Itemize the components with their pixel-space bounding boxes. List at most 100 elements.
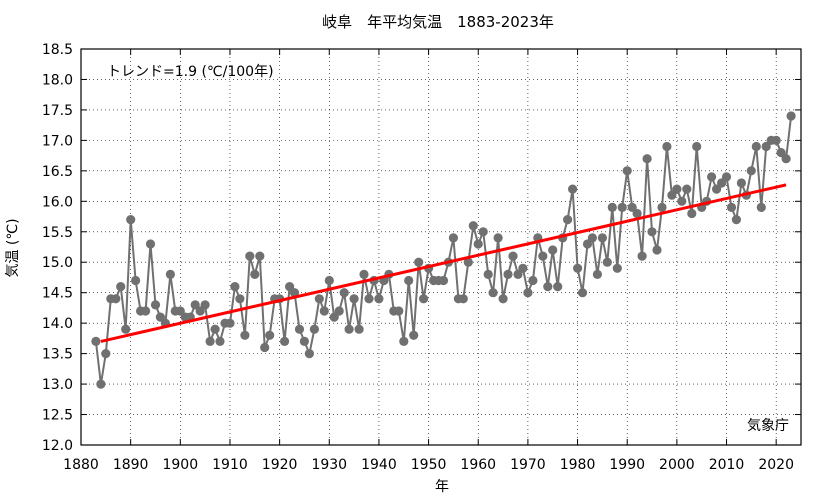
y-tick-label: 18.5 bbox=[42, 42, 73, 58]
data-point bbox=[101, 349, 111, 359]
data-point bbox=[289, 288, 300, 298]
data-point bbox=[399, 336, 409, 346]
data-point bbox=[285, 282, 295, 292]
data-point bbox=[756, 202, 766, 212]
data-point bbox=[354, 324, 364, 334]
x-tick-label: 1930 bbox=[311, 457, 347, 473]
data-point bbox=[632, 208, 642, 219]
plot-frame bbox=[80, 48, 802, 446]
data-point bbox=[324, 275, 334, 286]
data-points bbox=[91, 111, 796, 389]
series bbox=[94, 115, 793, 385]
y-tick-label: 13.0 bbox=[42, 377, 73, 393]
data-point bbox=[736, 178, 747, 188]
x-tick-label: 1970 bbox=[510, 457, 546, 473]
y-tick-label: 14.0 bbox=[42, 316, 73, 332]
data-point bbox=[612, 263, 622, 273]
data-point bbox=[165, 269, 175, 279]
data-point bbox=[329, 312, 339, 322]
data-point bbox=[438, 275, 449, 286]
data-point bbox=[647, 227, 657, 237]
grid bbox=[80, 48, 801, 446]
data-point bbox=[667, 190, 677, 200]
data-point bbox=[230, 282, 240, 292]
y-tick-label: 12.5 bbox=[42, 408, 73, 424]
data-point bbox=[587, 233, 598, 243]
y-tick-label: 13.5 bbox=[42, 347, 73, 363]
data-point bbox=[111, 294, 121, 304]
x-tick-label: 1950 bbox=[411, 457, 447, 473]
data-point bbox=[96, 379, 106, 389]
x-axis-label: 年 bbox=[435, 479, 449, 495]
data-point bbox=[339, 288, 349, 298]
data-point bbox=[409, 330, 419, 340]
data-point bbox=[721, 172, 732, 182]
data-point bbox=[478, 227, 488, 237]
data-point bbox=[419, 294, 429, 304]
data-point bbox=[493, 233, 503, 243]
data-point bbox=[568, 184, 578, 194]
data-point bbox=[687, 208, 697, 219]
x-tick-label: 1880 bbox=[63, 457, 99, 473]
data-point bbox=[751, 141, 761, 152]
trend-line bbox=[100, 183, 787, 343]
data-point bbox=[652, 245, 662, 255]
data-point bbox=[126, 215, 136, 225]
data-point bbox=[404, 275, 414, 286]
data-point bbox=[414, 257, 424, 267]
data-point bbox=[200, 300, 210, 310]
series-line bbox=[94, 115, 793, 385]
data-point bbox=[299, 336, 309, 346]
data-point bbox=[309, 324, 319, 334]
data-point bbox=[503, 269, 513, 279]
data-point bbox=[175, 306, 185, 316]
data-point bbox=[682, 184, 692, 194]
x-tick-label: 2010 bbox=[709, 457, 745, 473]
data-point bbox=[116, 282, 126, 292]
data-point bbox=[726, 202, 737, 212]
data-point bbox=[622, 166, 632, 176]
data-point bbox=[215, 336, 225, 346]
data-point bbox=[121, 324, 131, 334]
x-tick-labels: 1880 1890 1900 1910 1920 1930 1940 1950 1960 1970… bbox=[63, 457, 794, 473]
data-point bbox=[642, 154, 652, 164]
data-point bbox=[553, 282, 563, 292]
data-point bbox=[657, 202, 667, 212]
data-point bbox=[359, 269, 369, 279]
data-point bbox=[205, 336, 215, 346]
y-tick-label: 18.0 bbox=[42, 72, 73, 88]
data-point bbox=[776, 148, 786, 158]
x-tick-label: 1920 bbox=[262, 457, 298, 473]
data-point bbox=[637, 251, 647, 261]
data-point bbox=[91, 336, 101, 346]
data-point bbox=[448, 233, 458, 243]
data-point bbox=[195, 306, 205, 316]
data-point bbox=[190, 300, 200, 310]
data-point bbox=[314, 294, 324, 304]
data-point bbox=[394, 306, 404, 316]
x-tick-label: 1940 bbox=[361, 457, 397, 473]
y-tick-label: 15.5 bbox=[42, 225, 73, 241]
data-point bbox=[364, 294, 374, 304]
data-point bbox=[707, 172, 717, 182]
data-point bbox=[573, 263, 583, 273]
data-point bbox=[374, 294, 384, 304]
data-point bbox=[294, 324, 305, 334]
data-point bbox=[597, 233, 608, 243]
y-tick-label: 17.0 bbox=[42, 133, 73, 149]
data-point bbox=[781, 154, 791, 164]
data-point bbox=[141, 306, 151, 316]
chart-title: 岐阜 年平均気温 1883-2023年 bbox=[322, 13, 554, 31]
x-tick-label: 1900 bbox=[162, 457, 198, 473]
data-point bbox=[513, 269, 523, 279]
data-point bbox=[746, 166, 756, 176]
x-tick-label: 1910 bbox=[212, 457, 248, 473]
data-point bbox=[349, 294, 359, 304]
data-point bbox=[483, 269, 493, 279]
data-point bbox=[563, 215, 573, 225]
data-point bbox=[488, 288, 498, 298]
data-point bbox=[498, 294, 508, 304]
data-point bbox=[260, 342, 270, 353]
source-label: 気象庁 bbox=[747, 418, 789, 434]
